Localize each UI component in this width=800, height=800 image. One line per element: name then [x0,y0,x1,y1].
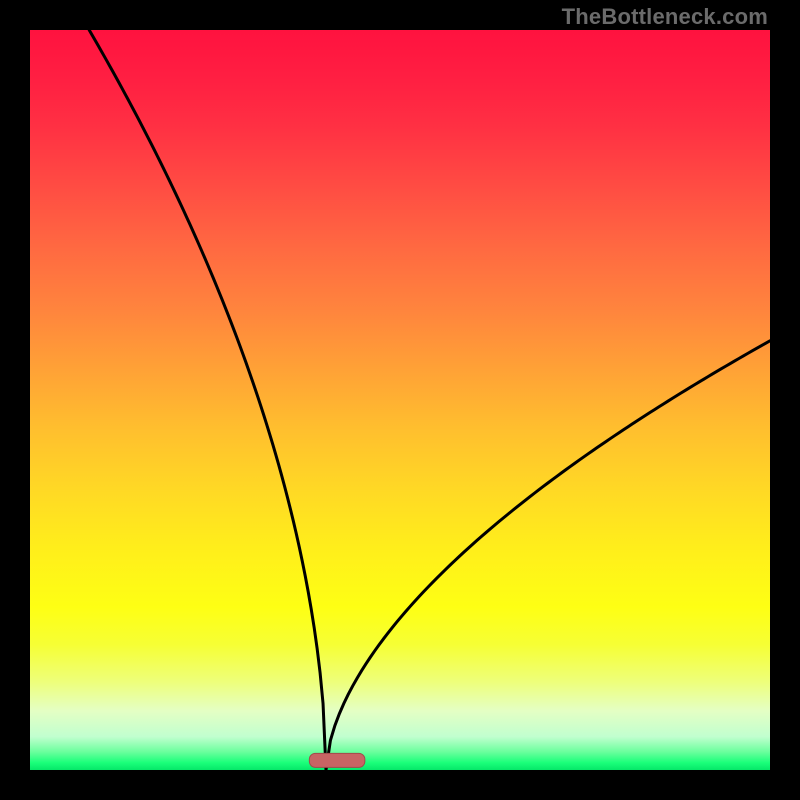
chart-background [30,30,770,770]
watermark-text: TheBottleneck.com [562,4,768,30]
optimal-marker [309,753,365,767]
bottleneck-chart [30,30,770,770]
chart-frame: TheBottleneck.com [0,0,800,800]
